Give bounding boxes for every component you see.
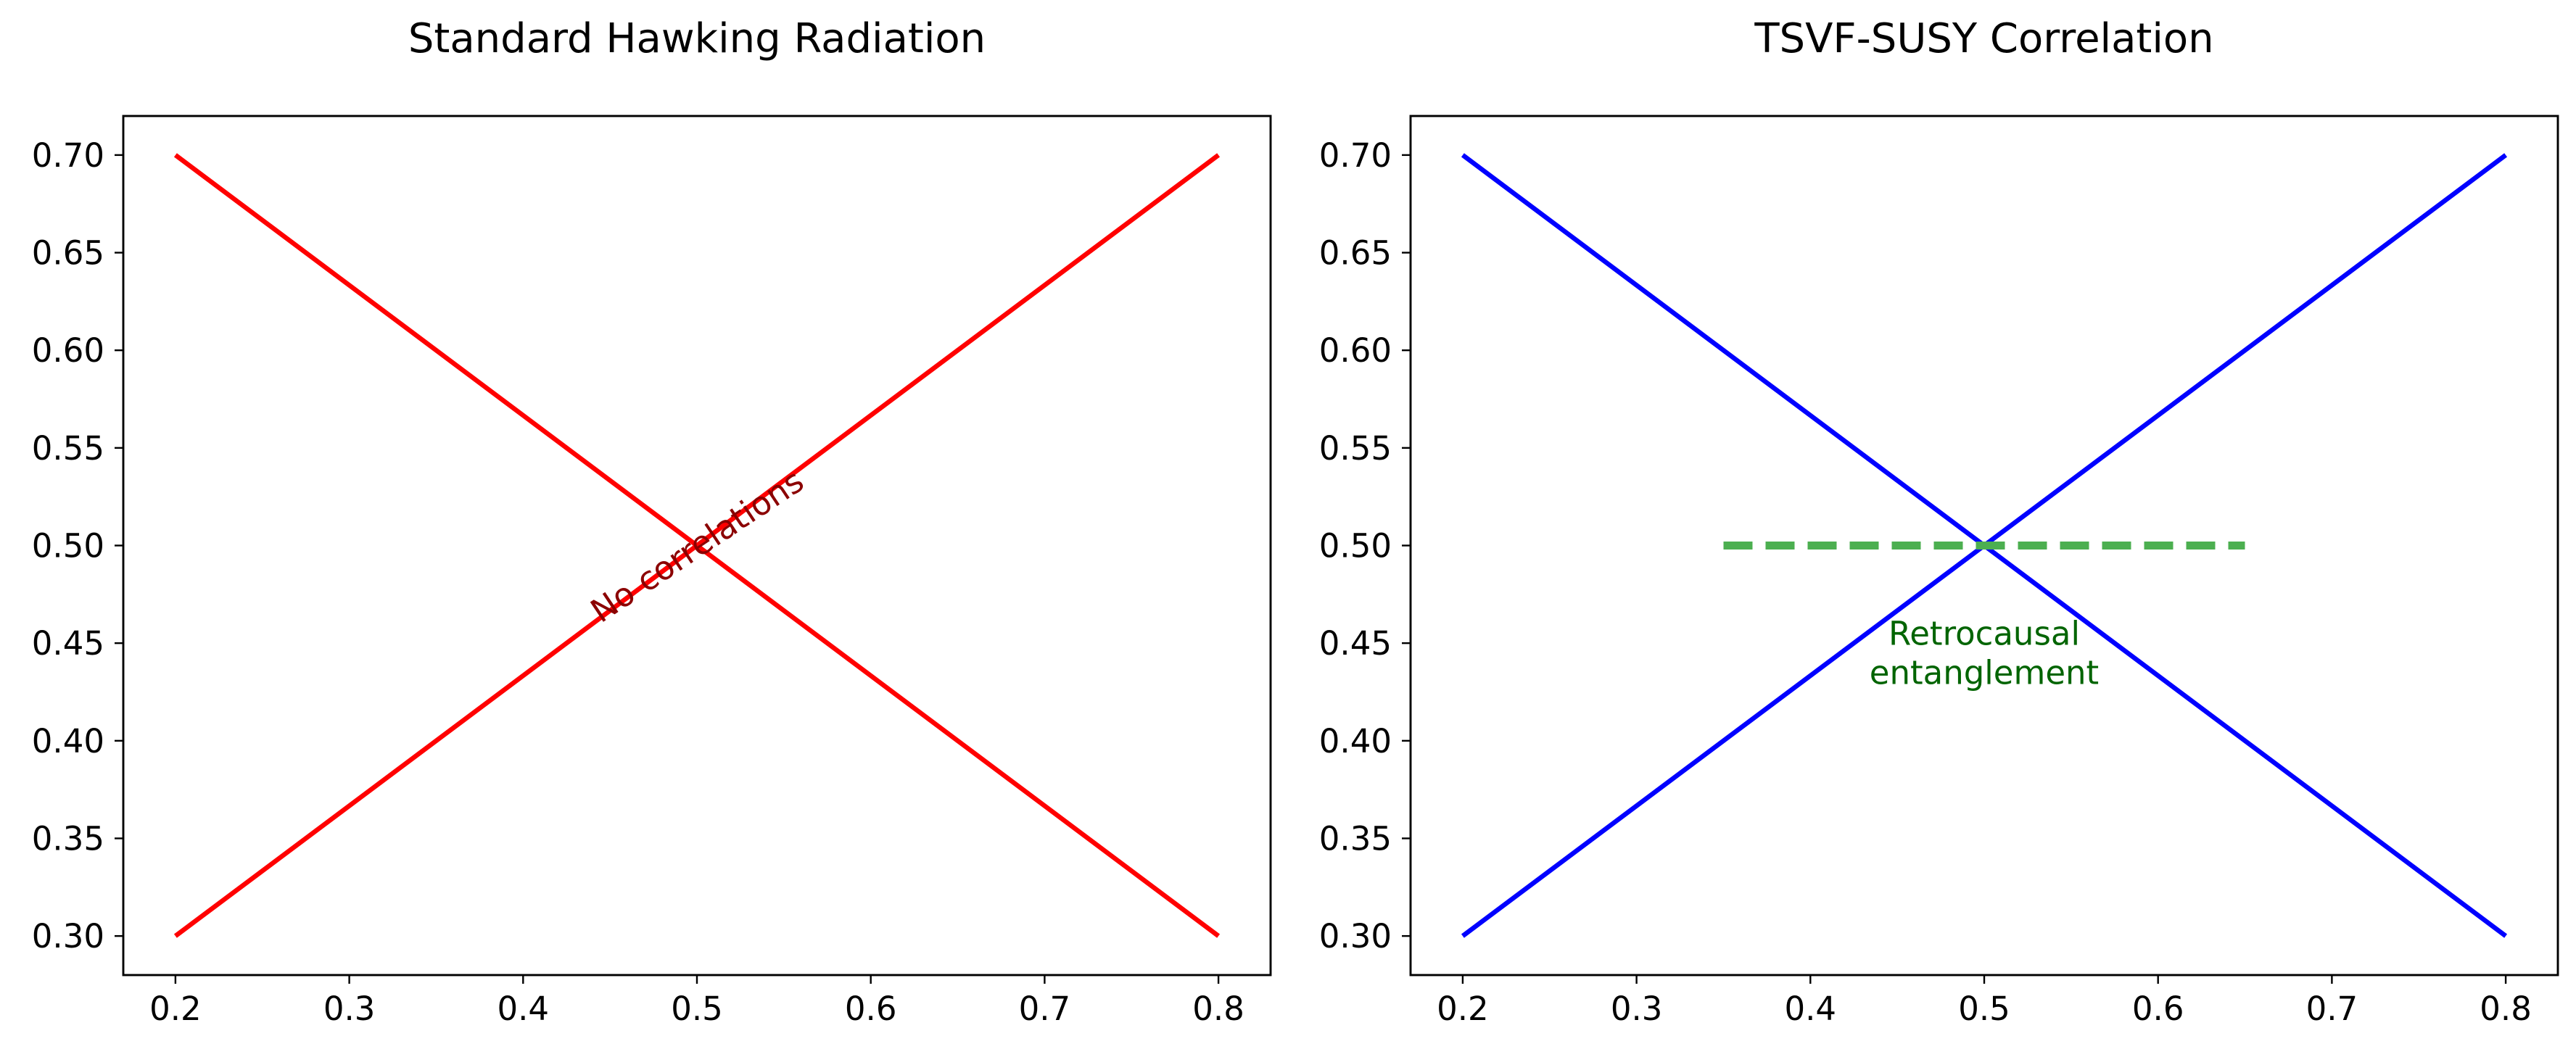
annotation-label: Retrocausal entanglement bbox=[1870, 615, 2099, 692]
x-tick-label: 0.8 bbox=[1192, 990, 1244, 1028]
y-tick-label: 0.30 bbox=[1319, 917, 1392, 955]
y-tick-label: 0.50 bbox=[1319, 527, 1392, 565]
x-tick-label: 0.6 bbox=[2132, 990, 2184, 1028]
y-tick-label: 0.65 bbox=[32, 234, 104, 273]
y-tick-label: 0.35 bbox=[1319, 819, 1392, 858]
y-tick-label: 0.40 bbox=[32, 722, 104, 760]
y-tick-label: 0.40 bbox=[1319, 722, 1392, 760]
x-tick-label: 0.2 bbox=[1437, 990, 1489, 1028]
x-tick-label: 0.2 bbox=[149, 990, 202, 1028]
y-tick-label: 0.55 bbox=[32, 429, 104, 468]
x-tick-label: 0.3 bbox=[1611, 990, 1663, 1028]
x-tick-label: 0.3 bbox=[323, 990, 376, 1028]
y-tick-label: 0.70 bbox=[1319, 136, 1392, 175]
x-tick-label: 0.6 bbox=[845, 990, 897, 1028]
x-tick-label: 0.4 bbox=[498, 990, 550, 1028]
y-tick-label: 0.35 bbox=[32, 819, 104, 858]
y-tick-label: 0.60 bbox=[32, 331, 104, 370]
y-tick-label: 0.60 bbox=[1319, 331, 1392, 370]
y-tick-label: 0.65 bbox=[1319, 234, 1392, 273]
x-tick-label: 0.7 bbox=[2306, 990, 2358, 1028]
x-tick-label: 0.8 bbox=[2480, 990, 2532, 1028]
x-tick-label: 0.4 bbox=[1785, 990, 1837, 1028]
y-tick-label: 0.50 bbox=[32, 527, 104, 565]
annotation-line: entanglement bbox=[1870, 654, 2099, 692]
y-tick-label: 0.70 bbox=[32, 136, 104, 175]
y-tick-label: 0.45 bbox=[32, 624, 104, 663]
y-tick-label: 0.55 bbox=[1319, 429, 1392, 468]
chart-panel-standard-hawking: Standard Hawking Radiation 0.2 0.3 0.4 0.5 0.… bbox=[32, 15, 1272, 1028]
x-tick-label: 0.5 bbox=[1958, 990, 2010, 1028]
annotation-line: Retrocausal bbox=[1888, 615, 2080, 653]
y-tick-label: 0.45 bbox=[1319, 624, 1392, 663]
y-tick-label: 0.30 bbox=[32, 917, 104, 955]
chart-title: TSVF-SUSY Correlation bbox=[1754, 15, 2213, 62]
x-tick-label: 0.7 bbox=[1019, 990, 1071, 1028]
series-line-1 bbox=[173, 153, 1221, 938]
chart-title: Standard Hawking Radiation bbox=[408, 15, 986, 62]
x-tick-label: 0.5 bbox=[671, 990, 723, 1028]
